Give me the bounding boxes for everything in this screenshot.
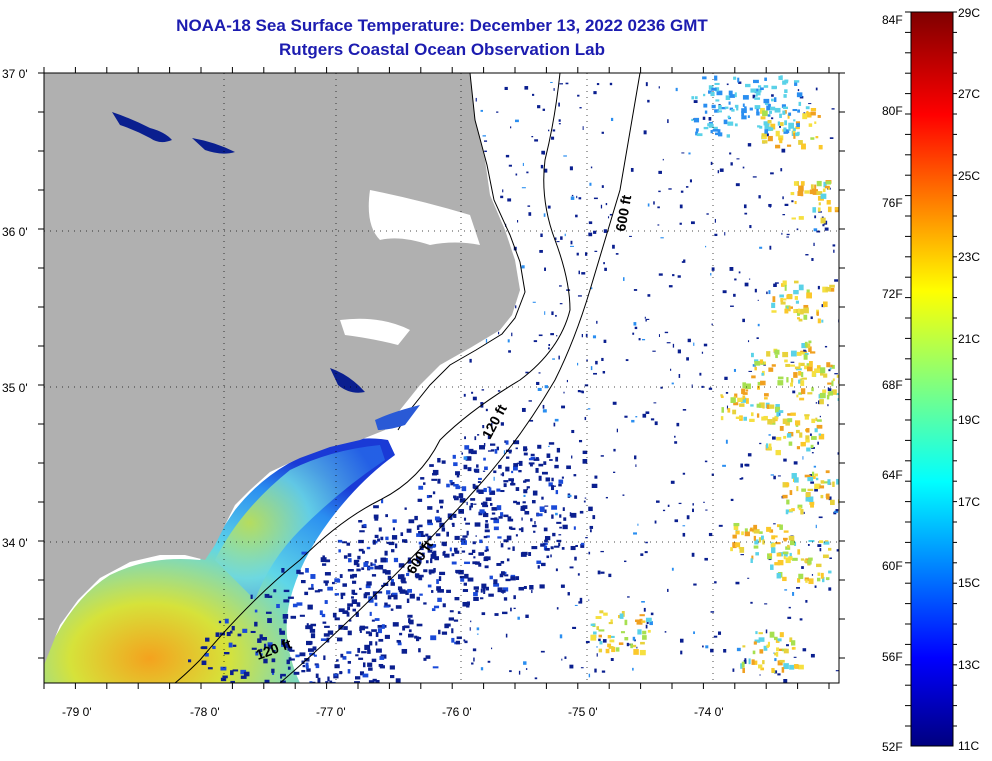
- colorbar-label-19c: 19C: [958, 413, 980, 427]
- lat-label-35: 35 0': [2, 381, 28, 395]
- lat-label-36: 36 0': [2, 225, 28, 239]
- map-plot-area: 600 ft 120 ft 600 ft 120 ft: [44, 73, 839, 683]
- colorbar-label-29c: 29C: [958, 6, 980, 20]
- colorbar-label-68f: 68F: [882, 378, 903, 392]
- colorbar-label-76f: 76F: [882, 196, 903, 210]
- colorbar-label-27c: 27C: [958, 87, 980, 101]
- colorbar-label-84f: 84F: [882, 13, 903, 27]
- colorbar-label-52f: 52F: [882, 740, 903, 754]
- lon-label-79: -79 0': [62, 705, 92, 719]
- isobath-label-600ft-north: 600 ft: [612, 193, 634, 232]
- colorbar-label-15c: 15C: [958, 576, 980, 590]
- lon-label-78: -78 0': [190, 705, 220, 719]
- lon-label-74: -74 0': [694, 705, 724, 719]
- isobath-120ft: [174, 73, 571, 683]
- map-title: NOAA-18 Sea Surface Temperature: Decembe…: [176, 16, 708, 35]
- colorbar-label-17c: 17C: [958, 495, 980, 509]
- colorbar-label-56f: 56F: [882, 650, 903, 664]
- map-frame: [43, 72, 840, 684]
- map-subtitle: Rutgers Coastal Ocean Observation Lab: [279, 40, 605, 59]
- colorbar-label-23c: 23C: [958, 250, 980, 264]
- temperature-colorbar: [910, 11, 954, 747]
- colorbar-label-80f: 80F: [882, 104, 903, 118]
- isobath-600ft: [279, 73, 641, 683]
- lon-label-75: -75 0': [568, 705, 598, 719]
- lon-label-76: -76 0': [442, 705, 472, 719]
- sst-scatter-pixels: [188, 75, 839, 683]
- colorbar-label-60f: 60F: [882, 559, 903, 573]
- lon-label-77: -77 0': [316, 705, 346, 719]
- colorbar-label-72f: 72F: [882, 287, 903, 301]
- colorbar-label-21c: 21C: [958, 332, 980, 346]
- lat-label-34: 34 0': [2, 536, 28, 550]
- colorbar-label-11c: 11C: [958, 739, 979, 753]
- colorbar-label-64f: 64F: [882, 468, 903, 482]
- colorbar-label-25c: 25C: [958, 169, 980, 183]
- lat-label-37: 37 0': [2, 67, 28, 81]
- colorbar-label-13c: 13C: [958, 658, 980, 672]
